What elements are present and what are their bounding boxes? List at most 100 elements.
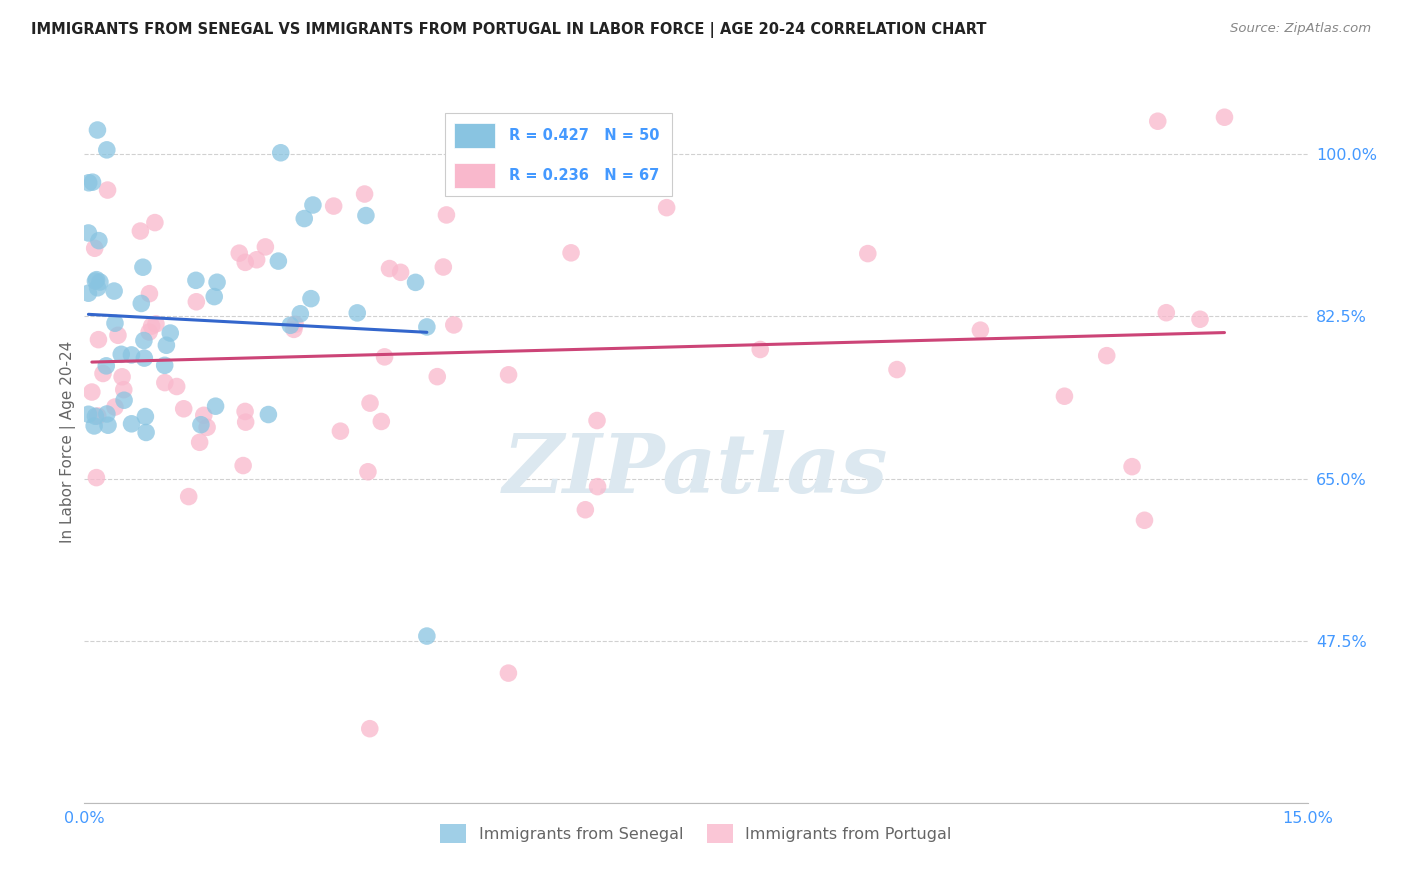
Immigrants from Portugal <box>359 396 381 410</box>
Immigrants from Portugal <box>228 246 250 260</box>
Immigrants from Portugal <box>1146 114 1168 128</box>
Immigrants from Portugal <box>254 240 277 254</box>
Immigrants from Senegal <box>132 260 155 275</box>
Immigrants from Senegal <box>84 274 107 288</box>
Immigrants from Senegal <box>104 316 127 330</box>
Immigrants from Portugal <box>1133 513 1156 527</box>
Immigrants from Portugal <box>107 328 129 343</box>
Immigrants from Senegal <box>159 326 181 340</box>
Immigrants from Senegal <box>89 275 111 289</box>
Immigrants from Portugal <box>378 261 401 276</box>
Immigrants from Portugal <box>104 400 127 414</box>
Immigrants from Senegal <box>299 292 322 306</box>
Immigrants from Portugal <box>370 414 392 428</box>
Immigrants from Senegal <box>96 359 118 373</box>
Immigrants from Senegal <box>302 198 325 212</box>
Immigrants from Senegal <box>82 175 104 189</box>
Immigrants from Senegal <box>77 407 100 421</box>
Text: IMMIGRANTS FROM SENEGAL VS IMMIGRANTS FROM PORTUGAL IN LABOR FORCE | AGE 20-24 C: IMMIGRANTS FROM SENEGAL VS IMMIGRANTS FR… <box>31 22 987 38</box>
Immigrants from Portugal <box>586 480 609 494</box>
Immigrants from Portugal <box>426 369 449 384</box>
Immigrants from Portugal <box>143 216 166 230</box>
Immigrants from Portugal <box>1213 110 1236 124</box>
Immigrants from Portugal <box>195 420 218 434</box>
Immigrants from Senegal <box>121 348 143 362</box>
Immigrants from Portugal <box>233 255 256 269</box>
Immigrants from Senegal <box>205 275 228 289</box>
Immigrants from Portugal <box>389 265 412 279</box>
Immigrants from Portugal <box>374 350 396 364</box>
Immigrants from Senegal <box>112 393 135 408</box>
Immigrants from Senegal <box>121 417 143 431</box>
Immigrants from Portugal <box>173 401 195 416</box>
Immigrants from Senegal <box>96 407 118 421</box>
Immigrants from Senegal <box>87 234 110 248</box>
Immigrants from Senegal <box>346 306 368 320</box>
Immigrants from Portugal <box>1156 306 1178 320</box>
Immigrants from Senegal <box>103 284 125 298</box>
Immigrants from Senegal <box>134 409 156 424</box>
Immigrants from Senegal <box>77 286 100 301</box>
Legend: Immigrants from Senegal, Immigrants from Portugal: Immigrants from Senegal, Immigrants from… <box>434 818 957 849</box>
Immigrants from Portugal <box>749 343 772 357</box>
Immigrants from Portugal <box>246 252 269 267</box>
Immigrants from Portugal <box>112 383 135 397</box>
Immigrants from Senegal <box>129 296 152 310</box>
Immigrants from Senegal <box>354 209 377 223</box>
Immigrants from Senegal <box>267 254 290 268</box>
Immigrants from Senegal <box>97 418 120 433</box>
Immigrants from Portugal <box>1188 312 1211 326</box>
Immigrants from Senegal <box>134 351 156 365</box>
Immigrants from Portugal <box>655 201 678 215</box>
Immigrants from Senegal <box>86 123 108 137</box>
Immigrants from Portugal <box>138 286 160 301</box>
Immigrants from Portugal <box>111 369 134 384</box>
Immigrants from Portugal <box>329 424 352 438</box>
Immigrants from Portugal <box>153 376 176 390</box>
Immigrants from Senegal <box>96 143 118 157</box>
Immigrants from Portugal <box>969 323 991 337</box>
Immigrants from Senegal <box>204 399 226 413</box>
Immigrants from Senegal <box>190 417 212 432</box>
Immigrants from Portugal <box>186 294 208 309</box>
Immigrants from Portugal <box>177 490 200 504</box>
Immigrants from Senegal <box>202 290 225 304</box>
Text: Source: ZipAtlas.com: Source: ZipAtlas.com <box>1230 22 1371 36</box>
Immigrants from Senegal <box>132 334 155 348</box>
Immigrants from Senegal <box>290 307 312 321</box>
Immigrants from Portugal <box>1053 389 1076 403</box>
Immigrants from Portugal <box>322 199 344 213</box>
Immigrants from Portugal <box>574 502 596 516</box>
Immigrants from Portugal <box>283 322 305 336</box>
Immigrants from Senegal <box>292 211 315 226</box>
Immigrants from Senegal <box>416 320 439 334</box>
Immigrants from Portugal <box>96 183 118 197</box>
Immigrants from Portugal <box>141 319 163 334</box>
Immigrants from Senegal <box>270 145 292 160</box>
Immigrants from Portugal <box>129 224 152 238</box>
Immigrants from Portugal <box>145 317 167 331</box>
Immigrants from Senegal <box>155 338 177 352</box>
Immigrants from Portugal <box>87 333 110 347</box>
Immigrants from Portugal <box>83 241 105 255</box>
Immigrants from Portugal <box>91 367 114 381</box>
Immigrants from Senegal <box>86 281 108 295</box>
Immigrants from Portugal <box>86 470 108 484</box>
Immigrants from Portugal <box>436 208 458 222</box>
Immigrants from Portugal <box>586 413 609 427</box>
Immigrants from Senegal <box>110 347 132 361</box>
Immigrants from Portugal <box>284 318 307 332</box>
Immigrants from Senegal <box>84 409 107 424</box>
Immigrants from Senegal <box>86 273 108 287</box>
Immigrants from Senegal <box>257 408 280 422</box>
Immigrants from Portugal <box>235 415 257 429</box>
Immigrants from Portugal <box>560 245 582 260</box>
Text: ZIPatlas: ZIPatlas <box>503 431 889 510</box>
Immigrants from Senegal <box>153 359 176 373</box>
Immigrants from Portugal <box>166 379 188 393</box>
Immigrants from Portugal <box>188 435 211 450</box>
Immigrants from Senegal <box>405 276 427 290</box>
Immigrants from Portugal <box>498 368 520 382</box>
Immigrants from Senegal <box>135 425 157 440</box>
Immigrants from Portugal <box>87 409 110 423</box>
